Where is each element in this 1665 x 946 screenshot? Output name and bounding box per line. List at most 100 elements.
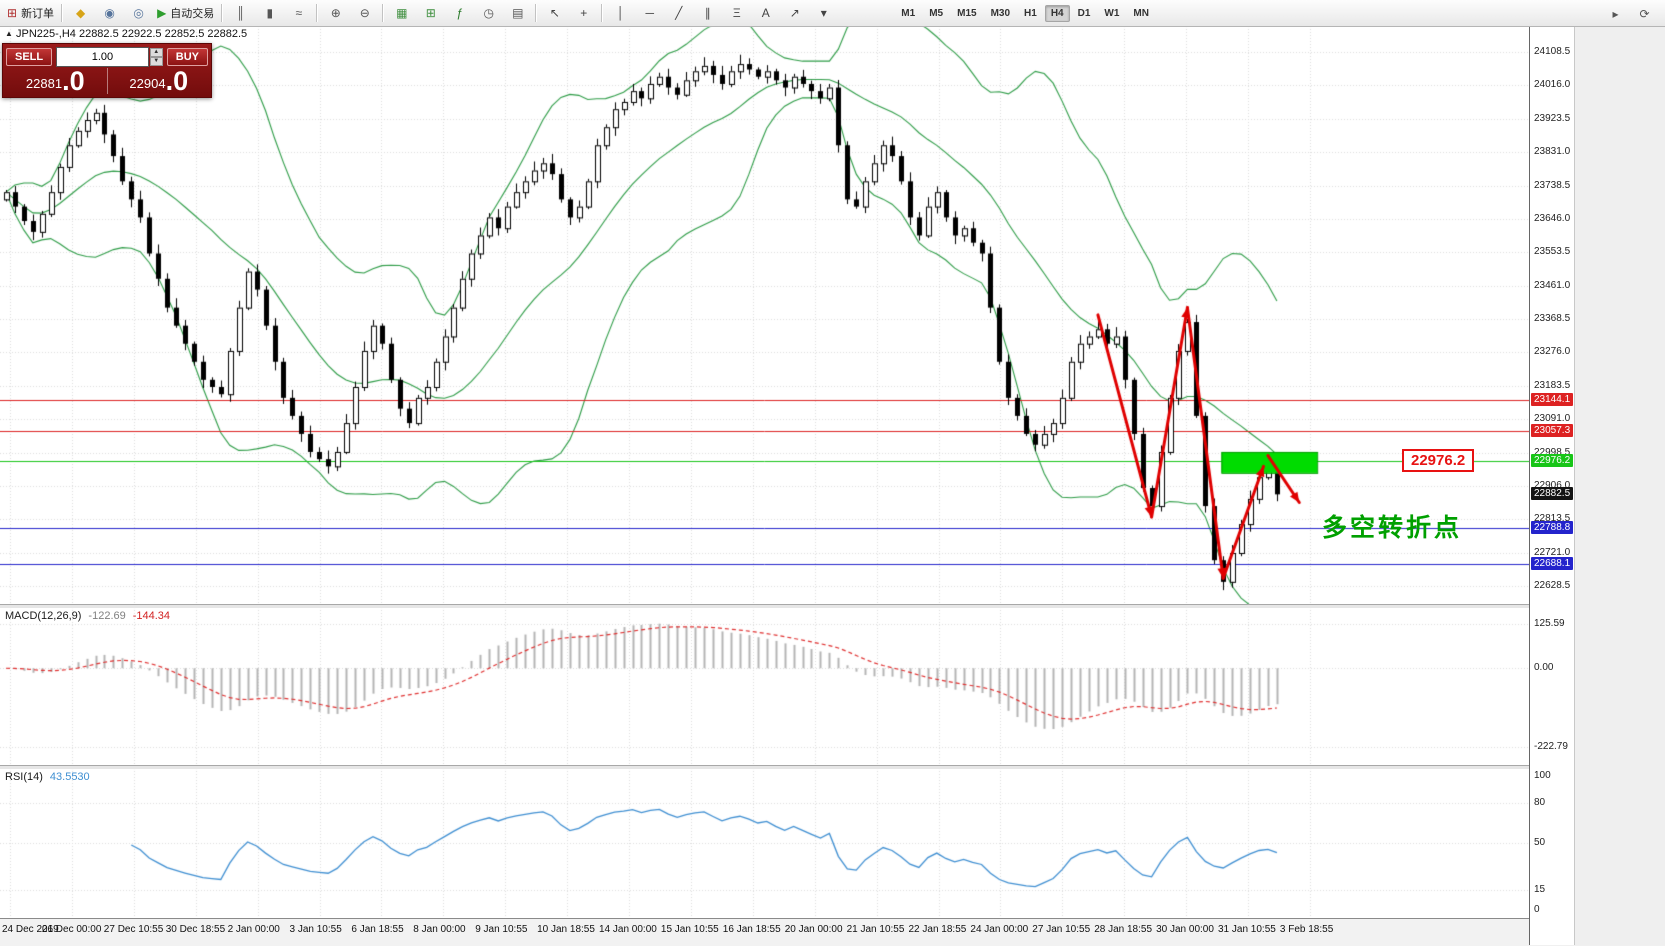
timeframe-button-d1[interactable]: D1 — [1077, 7, 1091, 19]
macd-main-value: -122.69 — [88, 610, 126, 622]
crosshair-icon[interactable]: + — [569, 2, 598, 24]
trendline-icon[interactable]: ╱ — [664, 2, 693, 24]
toolbar: ⊞ 新订单 ◆ ◉ ◎ ▶ 自动交易 ║ ▮ ≈ ⊕ ⊖ ▦ ⊞ ƒ ◷ ▤ ↖ + │ ─ ╱ ∥ Ξ A ↗ ▾ M1 M5 M15… — [0, 0, 1665, 27]
time-axis-label: 3 Feb 18:55 — [1279, 924, 1334, 935]
profiles-icon: ◉ — [104, 6, 115, 20]
price-axis-tick: 23183.5 — [1534, 379, 1571, 391]
time-axis[interactable]: 24 Dec 2019 26 Dec 00:00 27 Dec 10:55 30 De… — [0, 918, 1529, 946]
price-axis-tick: 23646.0 — [1534, 212, 1571, 224]
axis-price-tag: 22788.8 — [1531, 521, 1574, 535]
timeframe-button-h4[interactable]: H4 — [1044, 4, 1070, 22]
rsi-panel: RSI(14) 43.5530 — [0, 768, 1529, 918]
new-order-button[interactable]: ⊞ 新订单 — [3, 2, 58, 24]
candlestick-chart-icon[interactable]: ▮ — [255, 2, 284, 24]
timeframe-button-w1[interactable]: W1 — [1104, 7, 1120, 19]
new-order-button-label: 新订单 — [21, 8, 55, 20]
autotrade-button[interactable]: ▶ 自动交易 — [153, 2, 218, 24]
toolbar-separator — [221, 4, 224, 22]
zoom-out-icon[interactable]: ⊖ — [350, 2, 379, 24]
chart-window: ▲ JPN225-,H4 22882.5 22922.5 22852.5 228… — [0, 26, 1665, 946]
cursor-icon[interactable]: ↖ — [540, 2, 569, 24]
zoom-in-icon[interactable]: ⊕ — [321, 2, 350, 24]
indicators-icon[interactable]: ƒ — [445, 2, 474, 24]
text-icon[interactable]: A — [751, 2, 780, 24]
price-axis-tick: 22628.5 — [1534, 580, 1571, 591]
price-callout-label[interactable]: 22976.2 — [1402, 448, 1475, 472]
timeframe-button-m15[interactable]: M15 — [957, 7, 977, 19]
time-axis-label: 24 Jan 00:00 — [970, 924, 1029, 935]
channel-icon[interactable]: ∥ — [693, 2, 722, 24]
templates-icon[interactable]: ▤ — [503, 2, 532, 24]
horizontal-line-icon[interactable]: ─ — [635, 2, 664, 24]
autotrade-button: ▶ — [157, 6, 167, 20]
lot-down-icon[interactable]: ▼ — [149, 57, 163, 66]
price-axis[interactable]: 24108.5 24016.0 23923.5 23831.0 23738.5 23646… — [1529, 26, 1574, 945]
price-chart-panel: ▲ JPN225-,H4 22882.5 22922.5 22852.5 228… — [0, 26, 1529, 604]
panel-separator[interactable] — [0, 604, 1529, 608]
auto-scroll-icon[interactable]: ⟳ — [1639, 7, 1650, 21]
timeframe-button-m30[interactable]: M30 — [990, 7, 1011, 19]
time-axis-label: 30 Dec 18:55 — [165, 924, 226, 935]
rsi-canvas[interactable] — [0, 768, 1529, 918]
timeframe-button-m5[interactable]: M5 — [929, 7, 944, 19]
right-margin — [1574, 26, 1665, 945]
time-axis-label: 3 Jan 10:55 — [289, 924, 342, 935]
price-axis-tick: 23923.5 — [1534, 112, 1571, 124]
turning-point-note[interactable]: 多空转折点 — [1322, 514, 1463, 543]
timeframe-button-h1[interactable]: H1 — [1024, 7, 1037, 19]
period-icon[interactable]: ◷ — [474, 2, 503, 24]
buy-price-main: 22904 — [129, 76, 166, 91]
buy-price[interactable]: 22904 .0 — [111, 68, 208, 95]
tile-windows-icon[interactable]: ▦ — [387, 2, 416, 24]
time-axis-label: 9 Jan 10:55 — [475, 924, 528, 935]
lot-up-icon[interactable]: ▲ — [149, 48, 163, 57]
price-axis-tick: 22813.5 — [1534, 513, 1571, 525]
shapes-dropdown-icon[interactable]: ▾ — [809, 2, 838, 24]
chart-shift-icon[interactable]: ▸ — [1612, 7, 1619, 21]
timeframe-button-m1[interactable]: M1 — [901, 7, 916, 19]
fibonacci-icon[interactable]: Ξ — [722, 2, 751, 24]
crosshair-icon: + — [580, 6, 588, 20]
marketwatch-icon[interactable]: ◎ — [124, 2, 153, 24]
zoom-out-icon: ⊖ — [359, 6, 370, 20]
time-axis-label: 26 Dec 00:00 — [41, 924, 102, 935]
lot-size-input[interactable] — [56, 47, 149, 67]
line-chart-icon[interactable]: ≈ — [284, 2, 313, 24]
axis-price-tag: 22976.2 — [1531, 453, 1574, 467]
bar-chart-icon: ║ — [236, 6, 246, 20]
time-axis-label: 22 Jan 18:55 — [908, 924, 967, 935]
profiles-icon[interactable]: ◉ — [95, 2, 124, 24]
vertical-line-icon[interactable]: │ — [606, 2, 635, 24]
toolbar-separator — [382, 4, 385, 22]
macd-canvas[interactable] — [0, 607, 1529, 765]
indicators-icon: ƒ — [456, 6, 464, 20]
price-axis-tick: -222.79 — [1534, 741, 1568, 753]
panel-separator[interactable] — [0, 765, 1529, 769]
arrows-icon[interactable]: ↗ — [780, 2, 809, 24]
candlestick-chart-icon: ▮ — [266, 6, 274, 20]
charts-list-icon[interactable]: ◆ — [66, 2, 95, 24]
time-axis-label: 24 Dec 2019 — [2, 924, 59, 935]
sell-button[interactable]: SELL — [6, 48, 53, 66]
templates-icon: ▤ — [512, 6, 524, 20]
time-axis-label: 21 Jan 10:55 — [846, 924, 905, 935]
price-chart-canvas[interactable] — [0, 26, 1529, 604]
new-chart-icon: ⊞ — [425, 6, 436, 20]
bar-chart-icon[interactable]: ║ — [226, 2, 255, 24]
new-chart-icon[interactable]: ⊞ — [416, 2, 445, 24]
sell-price[interactable]: 22881 .0 — [7, 68, 104, 95]
rsi-value: 43.5530 — [49, 771, 90, 783]
price-axis-tick: 80 — [1534, 796, 1546, 808]
buy-button[interactable]: BUY — [166, 48, 208, 66]
price-axis-tick: 0.00 — [1534, 662, 1554, 674]
price-axis-tick: 23461.0 — [1534, 279, 1571, 291]
plot-area: ▲ JPN225-,H4 22882.5 22922.5 22852.5 228… — [0, 26, 1529, 946]
time-axis-label: 15 Jan 10:55 — [660, 924, 719, 935]
timeframe-button-mn[interactable]: MN — [1133, 7, 1149, 19]
marketwatch-icon: ◎ — [133, 6, 144, 20]
cursor-icon: ↖ — [549, 6, 560, 20]
tile-windows-icon: ▦ — [396, 6, 408, 20]
fibonacci-icon: Ξ — [732, 6, 741, 20]
symbol-info: ▲ JPN225-,H4 22882.5 22922.5 22852.5 228… — [5, 28, 247, 40]
time-axis-label: 10 Jan 18:55 — [537, 924, 595, 935]
